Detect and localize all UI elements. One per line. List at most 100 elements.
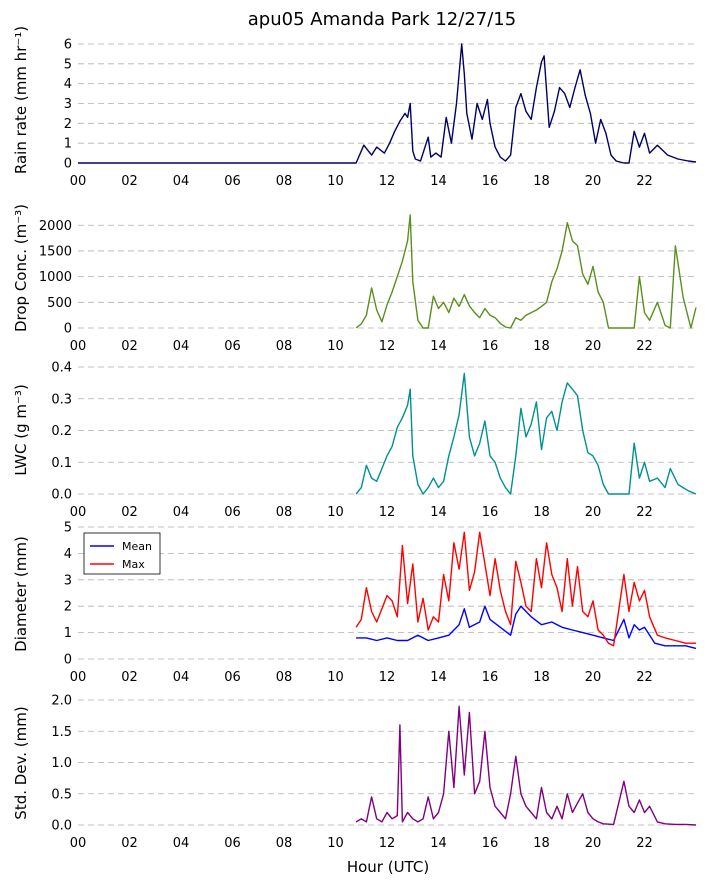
y-axis-label: Std. Dev. (mm) [12,706,30,819]
x-tick-label: 14 [430,836,447,851]
x-tick-label: 10 [327,670,344,685]
x-tick-label: 08 [276,836,293,851]
y-tick-label: 0.0 [51,819,72,834]
x-tick-label: 02 [121,174,138,189]
x-tick-label: 10 [327,505,344,520]
y-tick-label: 2 [64,117,72,132]
x-tick-label: 22 [636,836,653,851]
series-line [78,43,697,164]
x-tick-label: 12 [379,339,396,354]
y-tick-label: 0 [64,322,72,337]
series-line [355,214,697,329]
x-tick-label: 00 [70,174,87,189]
x-tick-label: 02 [121,505,138,520]
y-tick-label: 0.4 [51,361,72,376]
y-tick-label: 2.0 [51,694,72,709]
x-tick-label: 18 [533,836,550,851]
y-tick-label: 500 [47,296,72,311]
x-tick-label: 04 [173,339,190,354]
y-tick-label: 0.3 [51,392,72,407]
x-tick-label: 20 [585,670,602,685]
x-tick-label: 14 [430,339,447,354]
y-tick-label: 1.0 [51,756,72,771]
chart-title: apu05 Amanda Park 12/27/15 [248,9,516,30]
x-tick-label: 14 [430,670,447,685]
x-tick-label: 16 [482,505,499,520]
x-tick-label: 14 [430,174,447,189]
y-axis-label: Diameter (mm) [12,536,30,652]
x-tick-label: 02 [121,836,138,851]
y-tick-label: 4 [64,547,72,562]
y-axis-label: Drop Conc. (m⁻³) [12,204,30,332]
x-tick-label: 00 [70,339,87,354]
y-tick-label: 0.2 [51,424,72,439]
x-tick-label: 00 [70,836,87,851]
y-tick-label: 0 [64,653,72,668]
y-tick-label: 4 [64,77,72,92]
x-tick-label: 06 [224,670,241,685]
x-tick-label: 00 [70,670,87,685]
x-tick-label: 08 [276,670,293,685]
x-tick-label: 22 [636,174,653,189]
x-tick-label: 18 [533,174,550,189]
y-axis-label: Rain rate (mm hr⁻¹) [12,26,30,174]
x-tick-label: 18 [533,339,550,354]
x-tick-label: 14 [430,505,447,520]
x-tick-label: 20 [585,836,602,851]
y-tick-label: 1500 [39,244,72,259]
series-line-mean [356,605,697,650]
series-line [355,705,697,826]
x-axis-label: Hour (UTC) [347,858,429,876]
x-tick-label: 16 [482,670,499,685]
x-tick-label: 18 [533,670,550,685]
y-axis-label: LWC (g m⁻³) [12,384,30,476]
y-tick-label: 5 [64,57,72,72]
panel-2: 0.0 0.1 0.2 0.3 0.4 00 02 04 06 08 10 12 14 16 18 20 22 L… [12,361,697,520]
y-tick-label: 1000 [39,270,72,285]
x-tick-label: 12 [379,505,396,520]
legend-label: Max [122,558,145,571]
y-tick-label: 1.5 [51,725,72,740]
x-tick-label: 22 [636,339,653,354]
y-tick-label: 0.0 [51,488,72,503]
x-tick-label: 08 [276,505,293,520]
x-tick-label: 04 [173,670,190,685]
x-tick-label: 16 [482,339,499,354]
x-tick-label: 02 [121,339,138,354]
x-tick-label: 12 [379,670,396,685]
y-tick-label: 1 [64,137,72,152]
legend: Mean Max [83,532,161,575]
y-tick-label: 5 [64,521,72,536]
x-tick-label: 06 [224,339,241,354]
x-tick-label: 20 [585,339,602,354]
x-tick-label: 20 [585,505,602,520]
x-tick-label: 00 [70,505,87,520]
x-tick-label: 22 [636,505,653,520]
x-tick-label: 10 [327,836,344,851]
legend-label: Mean [122,540,152,553]
x-tick-label: 08 [276,339,293,354]
x-tick-label: 04 [173,505,190,520]
x-tick-label: 08 [276,174,293,189]
panel-1: 0 500 1000 1500 2000 00 02 04 06 08 10 12 14 16 18 20 22… [12,204,697,354]
x-tick-label: 12 [379,174,396,189]
x-tick-label: 04 [173,836,190,851]
x-tick-label: 06 [224,836,241,851]
y-tick-label: 0 [64,157,72,172]
x-tick-label: 04 [173,174,190,189]
y-tick-label: 0.1 [51,456,72,471]
y-tick-label: 0.5 [51,787,72,802]
x-tick-label: 16 [482,836,499,851]
x-tick-label: 12 [379,836,396,851]
x-tick-label: 16 [482,174,499,189]
x-tick-label: 06 [224,174,241,189]
series-line [355,372,697,495]
series-line-max [355,531,696,647]
x-tick-label: 02 [121,670,138,685]
x-tick-label: 10 [327,174,344,189]
x-tick-label: 20 [585,174,602,189]
y-tick-label: 3 [64,97,72,112]
